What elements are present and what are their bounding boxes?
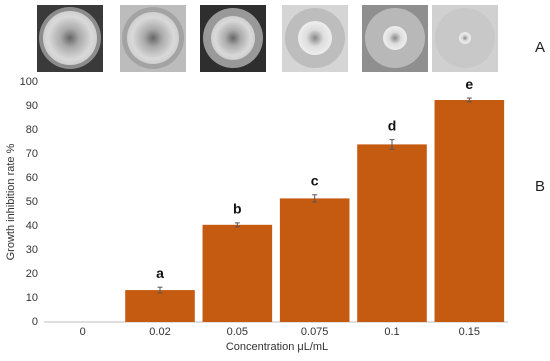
dish-photo	[282, 5, 348, 72]
error-bar	[466, 97, 472, 103]
dish-photo	[432, 5, 498, 72]
panel-label: B	[535, 178, 545, 195]
bar	[279, 198, 350, 322]
photo-strip	[37, 5, 498, 72]
bar	[434, 100, 505, 322]
x-tick-label: 0.1	[384, 326, 399, 338]
y-tick-label: 80	[26, 124, 38, 136]
y-tick-label: 90	[26, 100, 38, 112]
y-axis-title: Growth inhibition rate %	[5, 143, 17, 260]
error-bar	[312, 194, 318, 203]
dish-photo	[120, 5, 186, 72]
y-tick-label: 10	[26, 292, 38, 304]
x-tick-label: 0.05	[227, 326, 248, 338]
y-tick-label: 60	[26, 172, 38, 184]
y-tick-label: 30	[26, 244, 38, 256]
error-bar	[389, 139, 395, 150]
bar	[202, 224, 273, 322]
y-tick-label: 20	[26, 268, 38, 280]
x-tick-label: 0.075	[301, 326, 329, 338]
dish-photo	[362, 5, 428, 72]
y-tick-label: 70	[26, 148, 38, 160]
x-axis-title: Concentration μL/mL	[226, 341, 328, 353]
significance-label: d	[388, 117, 397, 133]
y-tick-label: 40	[26, 220, 38, 232]
significance-label: b	[233, 201, 242, 217]
significance-label: a	[156, 265, 164, 281]
panel-label: A	[535, 39, 545, 56]
bar	[357, 144, 427, 322]
significance-label: c	[311, 173, 319, 189]
dish-photo	[37, 5, 103, 72]
significance-label: e	[465, 76, 473, 92]
error-bar	[234, 222, 240, 228]
x-tick-label: 0	[80, 326, 86, 338]
error-bar	[157, 286, 163, 294]
x-tick-label: 0.02	[149, 326, 170, 338]
bar	[125, 290, 195, 322]
y-tick-label: 50	[26, 196, 38, 208]
x-tick-label: 0.15	[459, 326, 480, 338]
y-tick-label: 0	[32, 316, 38, 328]
dish-photo	[200, 5, 266, 72]
y-tick-label: 100	[20, 76, 38, 88]
